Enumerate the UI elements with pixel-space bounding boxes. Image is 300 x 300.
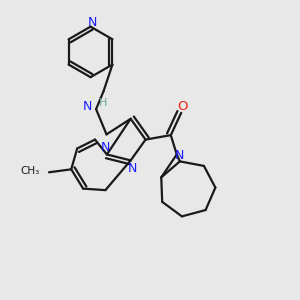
Text: N: N bbox=[174, 149, 184, 162]
Text: CH₃: CH₃ bbox=[21, 166, 40, 176]
Text: N: N bbox=[83, 100, 92, 113]
Text: N: N bbox=[87, 16, 97, 29]
Text: O: O bbox=[177, 100, 188, 113]
Text: N: N bbox=[128, 162, 137, 175]
Text: N: N bbox=[101, 140, 110, 154]
Text: H: H bbox=[98, 98, 107, 108]
